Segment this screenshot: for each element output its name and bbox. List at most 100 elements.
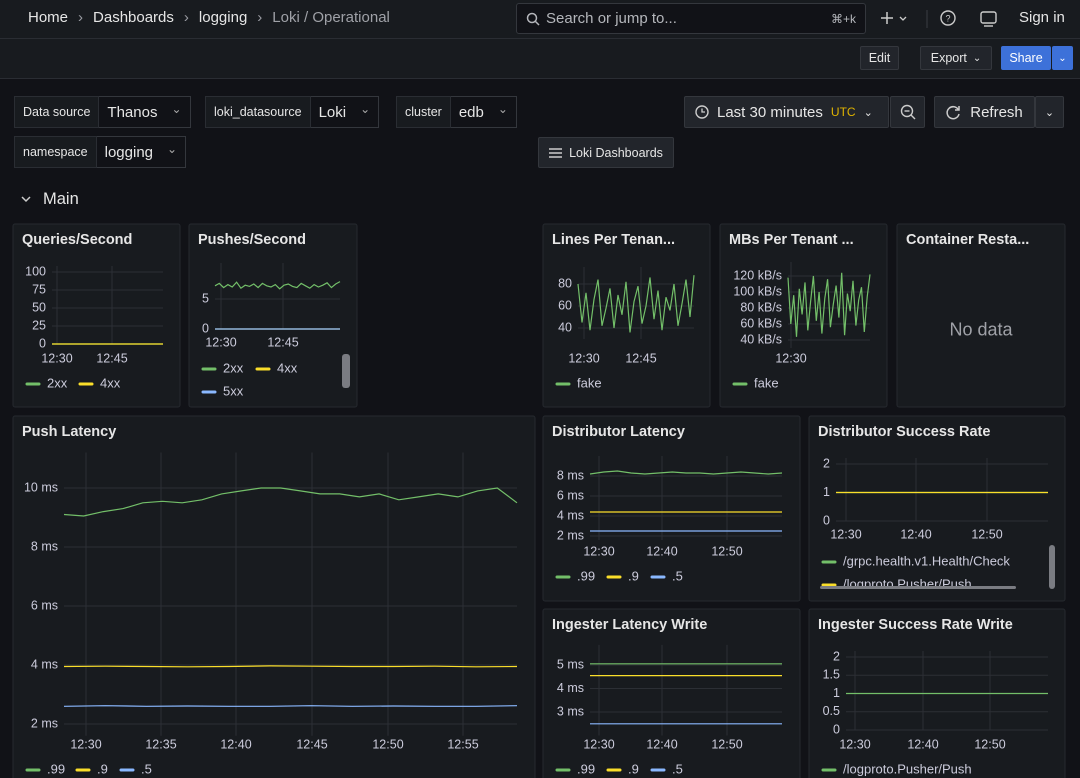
dashboard-link-label: Loki Dashboards xyxy=(569,145,663,160)
clock-icon xyxy=(695,105,709,119)
x-tick-label: 12:50 xyxy=(974,737,1005,751)
legend-label: .99 xyxy=(577,761,595,776)
legend-label: 2xx xyxy=(47,375,68,390)
legend-label: .99 xyxy=(577,568,595,583)
legend-label: 2xx xyxy=(223,360,244,375)
legend-label: .5 xyxy=(672,761,683,776)
breadcrumb[interactable]: Home xyxy=(28,9,93,26)
legend: /grpc.health.v1.Health/Check/logproto.Pu… xyxy=(821,553,1010,591)
y-tick-label: 4 ms xyxy=(31,657,58,671)
breadcrumb: Loki / Operational xyxy=(272,9,390,26)
y-tick-label: 0 xyxy=(202,321,209,335)
y-tick-label: 40 kB/s xyxy=(740,332,782,346)
refresh-icon xyxy=(946,105,960,119)
y-tick-label: 2 ms xyxy=(31,716,58,730)
legend-label: fake xyxy=(754,375,779,390)
y-tick-label: 80 xyxy=(558,276,572,290)
y-tick-label: 1.5 xyxy=(823,668,840,682)
legend-label: 4xx xyxy=(100,375,121,390)
y-tick-label: 0 xyxy=(833,722,840,736)
row-chevron[interactable] xyxy=(20,195,32,205)
series-line xyxy=(787,272,871,337)
series-line xyxy=(589,470,783,475)
x-tick-label: 12:40 xyxy=(646,737,677,751)
variable-label: Data source xyxy=(14,96,100,128)
panel-title: Ingester Success Rate Write xyxy=(818,617,1013,633)
x-tick-label: 12:55 xyxy=(447,737,478,751)
x-tick-label: 12:35 xyxy=(145,737,176,751)
breadcrumb[interactable]: logging xyxy=(199,9,272,26)
variable[interactable]: cluster edb xyxy=(396,96,517,128)
x-tick-label: 12:30 xyxy=(70,737,101,751)
panel xyxy=(12,415,536,778)
y-tick-label: 100 kB/s xyxy=(733,284,782,298)
sign-in[interactable]: Sign in xyxy=(1019,9,1065,26)
panel xyxy=(719,223,888,408)
variable-label: loki_datasource xyxy=(205,96,311,128)
svg-text:?: ? xyxy=(945,13,950,23)
variable[interactable]: Data source Thanos xyxy=(14,96,191,128)
y-tick-label: 0 xyxy=(823,513,830,527)
x-tick-label: 12:45 xyxy=(267,335,298,349)
legend-label: /logproto.Pusher/Push xyxy=(843,576,972,591)
variable[interactable]: namespace logging xyxy=(14,136,187,168)
y-tick-label: 60 kB/s xyxy=(740,316,782,330)
export-button[interactable]: Export ⌄ xyxy=(920,46,992,70)
top-bar: Home Dashboards logging Loki / Operation… xyxy=(0,0,1080,39)
y-tick-label: 2 ms xyxy=(557,528,584,542)
search-placeholder: Search or jump to... xyxy=(546,10,677,27)
variable-value[interactable]: Loki xyxy=(310,96,380,128)
legend-label: /grpc.health.v1.Health/Check xyxy=(843,553,1010,568)
zoom-out[interactable] xyxy=(890,96,925,128)
panel-title: Push Latency xyxy=(22,424,116,440)
panel-title: MBs Per Tenant ... xyxy=(729,232,854,248)
x-tick-label: 12:30 xyxy=(205,335,236,349)
row-title[interactable]: Main xyxy=(43,190,79,208)
panel-title: Lines Per Tenan... xyxy=(552,232,675,248)
x-tick-label: 12:30 xyxy=(775,351,806,365)
series-line xyxy=(63,665,518,668)
x-tick-label: 12:40 xyxy=(220,737,251,751)
search-box[interactable]: Search or jump to... ⌘+k xyxy=(516,3,866,34)
share-button[interactable]: Share xyxy=(1001,46,1051,70)
variable-value[interactable]: Thanos xyxy=(99,96,191,128)
y-tick-label: 1 xyxy=(823,485,830,499)
y-tick-label: 80 kB/s xyxy=(740,300,782,314)
y-tick-label: 4 ms xyxy=(557,508,584,522)
no-data: No data xyxy=(949,319,1013,339)
variable-value-text: Thanos xyxy=(107,103,158,121)
x-tick-label: 12:50 xyxy=(372,737,403,751)
legend-label: 4xx xyxy=(277,360,298,375)
legend-label: .5 xyxy=(672,568,683,583)
refresh-button[interactable]: Refresh xyxy=(934,96,1035,128)
variable-label: namespace xyxy=(14,136,97,168)
panel xyxy=(188,223,358,408)
panel xyxy=(12,223,181,408)
breadcrumb[interactable]: Dashboards xyxy=(93,9,199,26)
timezone: UTC xyxy=(830,105,856,119)
panel xyxy=(542,415,801,602)
panel xyxy=(808,415,1066,602)
legend-label: .9 xyxy=(628,568,639,583)
y-tick-label: 75 xyxy=(32,282,46,296)
top-icons[interactable]: ? xyxy=(878,9,1028,29)
refresh-label: Refresh xyxy=(970,103,1023,121)
panel xyxy=(896,223,1066,408)
dashboard-link[interactable]: Loki Dashboards xyxy=(538,137,674,168)
y-tick-label: 50 xyxy=(32,300,46,314)
legend-label: fake xyxy=(577,375,602,390)
refresh-menu[interactable]: ⌄ xyxy=(1035,96,1064,128)
y-tick-label: 8 ms xyxy=(31,539,58,553)
series-line xyxy=(63,487,518,517)
panel-title: Distributor Latency xyxy=(552,424,685,440)
time-picker[interactable]: Last 30 minutes UTC ⌄ xyxy=(684,96,889,128)
y-tick-label: 25 xyxy=(32,318,46,332)
variable[interactable]: loki_datasource Loki xyxy=(205,96,380,128)
edit-button[interactable]: Edit xyxy=(860,46,899,70)
share-menu[interactable]: ⌄ xyxy=(1052,46,1073,70)
panel-title: Distributor Success Rate xyxy=(818,424,990,440)
list-icon xyxy=(549,147,563,158)
variable-value[interactable]: edb xyxy=(450,96,517,128)
variable-value[interactable]: logging xyxy=(96,136,187,168)
panel-title: Pushes/Second xyxy=(198,232,306,248)
